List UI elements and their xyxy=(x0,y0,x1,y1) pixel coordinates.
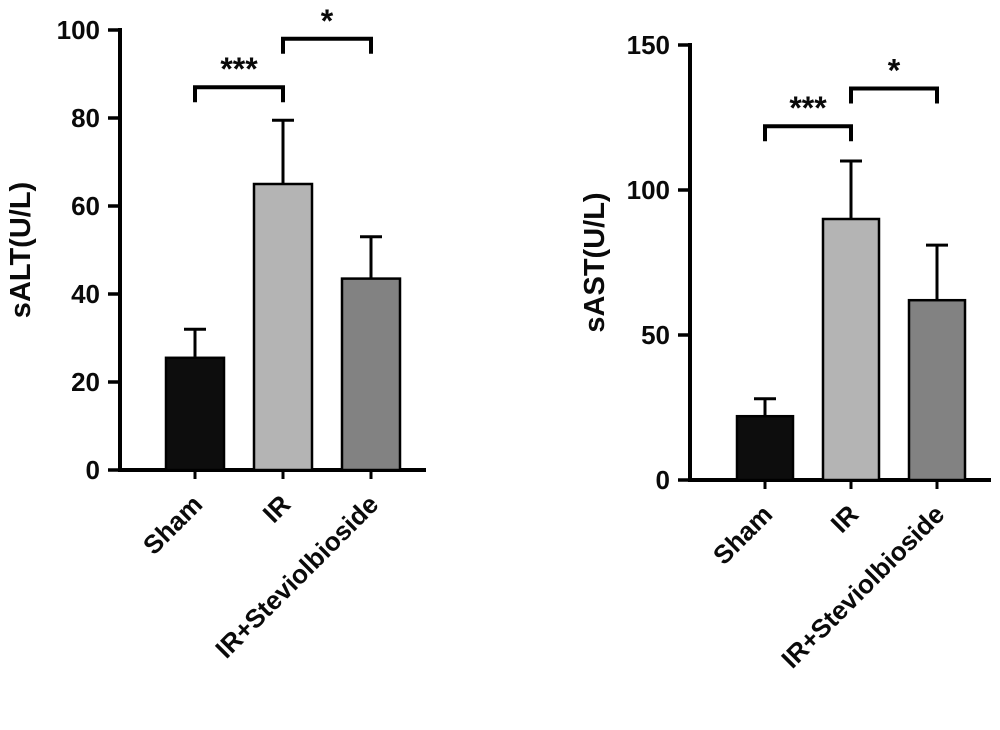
x-tick-label: IR xyxy=(825,499,865,539)
bar-ir xyxy=(821,217,881,482)
x-tick-label: IR+Steviolbioside xyxy=(209,489,384,664)
significance-label: * xyxy=(888,53,901,89)
significance-label: *** xyxy=(789,90,827,126)
y-axis-title: sAST(U/L) xyxy=(579,192,611,332)
bar-sham xyxy=(735,414,795,482)
y-tick-label: 100 xyxy=(57,15,100,45)
significance-label: * xyxy=(321,3,334,39)
x-tick-label: Sham xyxy=(707,499,778,570)
y-tick-label: 100 xyxy=(627,175,670,205)
significance-bracket xyxy=(849,86,939,104)
x-tick-label: Sham xyxy=(137,489,208,560)
significance-label: *** xyxy=(220,51,258,87)
y-tick-label: 60 xyxy=(71,191,100,221)
bar-sham xyxy=(164,356,226,472)
y-tick-label: 0 xyxy=(656,465,670,495)
bar-ir-steviolbioside xyxy=(340,277,402,472)
y-tick-label: 150 xyxy=(627,30,670,60)
y-tick-label: 20 xyxy=(71,367,100,397)
chart-sast: 0 50 100 150 sAST(U/L) Sham IRIR+Steviolbiosid… xyxy=(579,30,991,674)
y-tick-label: 40 xyxy=(71,279,100,309)
bar-ir-steviolbioside xyxy=(907,298,967,482)
y-tick-label: 0 xyxy=(86,455,100,485)
bar-ir xyxy=(252,182,314,472)
y-axis-title: sALT(U/L) xyxy=(5,182,37,318)
significance-bracket xyxy=(193,85,285,103)
x-tick-label: IR+Steviolbioside xyxy=(775,499,950,674)
significance-bracket xyxy=(281,36,373,54)
chart-salt: 0 20 40 60 80 100 sALT(U/L) Sham IRIR+Steviolbio… xyxy=(5,3,426,664)
significance-bracket xyxy=(763,124,853,142)
x-tick-label: IR xyxy=(257,489,297,529)
y-tick-label: 50 xyxy=(641,320,670,350)
y-tick-label: 80 xyxy=(71,103,100,133)
